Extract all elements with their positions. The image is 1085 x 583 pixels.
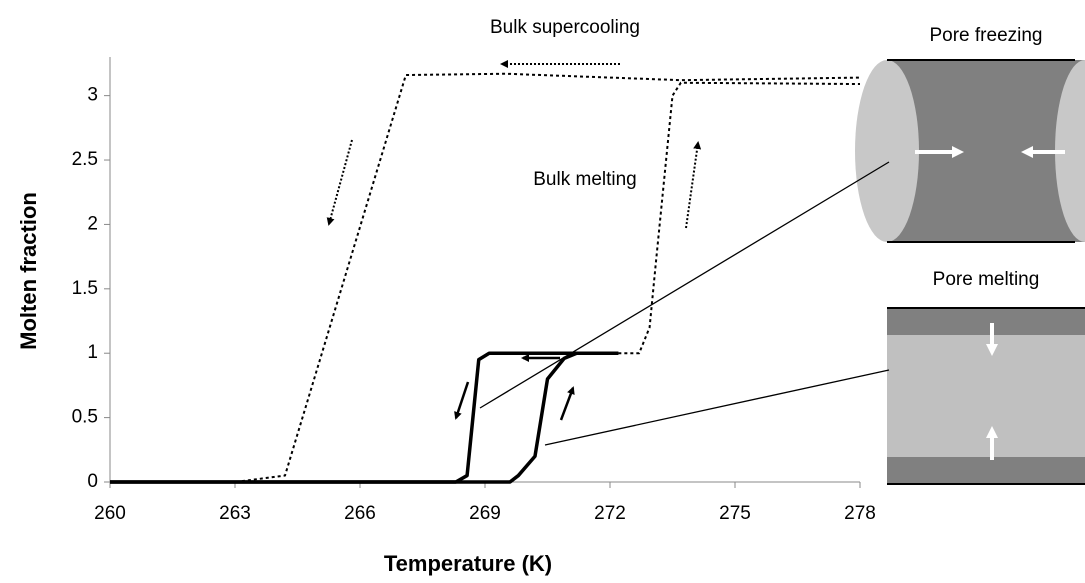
pore-melting-inset bbox=[887, 307, 1085, 485]
x-tick-label: 278 bbox=[844, 503, 876, 524]
y-tick-label: 0 bbox=[87, 471, 98, 492]
y-tick-label: 0.5 bbox=[72, 407, 98, 428]
y-tick-label: 2.5 bbox=[72, 149, 98, 170]
connector bbox=[544, 369, 890, 446]
annotation: Bulk melting bbox=[533, 169, 637, 190]
x-axis-title: Temperature (K) bbox=[384, 551, 552, 576]
y-tick-label: 1 bbox=[87, 342, 98, 363]
y-tick-label: 1.5 bbox=[72, 278, 98, 299]
inset-title: Pore melting bbox=[933, 269, 1040, 290]
annotation: Bulk supercooling bbox=[490, 17, 640, 38]
arrows bbox=[326, 60, 702, 421]
series-line bbox=[618, 81, 861, 355]
x-tick-label: 275 bbox=[719, 503, 751, 524]
y-tick-label: 2 bbox=[87, 213, 98, 234]
pore-freezing-inset bbox=[855, 59, 1085, 243]
series-line bbox=[110, 351, 619, 484]
connector bbox=[479, 161, 890, 409]
x-tick-label: 272 bbox=[594, 503, 626, 524]
x-tick-label: 266 bbox=[344, 503, 376, 524]
series-line bbox=[110, 72, 861, 483]
x-tick-label: 263 bbox=[219, 503, 251, 524]
x-tick-label: 260 bbox=[94, 503, 126, 524]
y-axis-title: Molten fraction bbox=[16, 192, 41, 350]
inset-title: Pore freezing bbox=[929, 25, 1042, 46]
x-tick-label: 269 bbox=[469, 503, 501, 524]
y-tick-label: 3 bbox=[87, 85, 98, 106]
